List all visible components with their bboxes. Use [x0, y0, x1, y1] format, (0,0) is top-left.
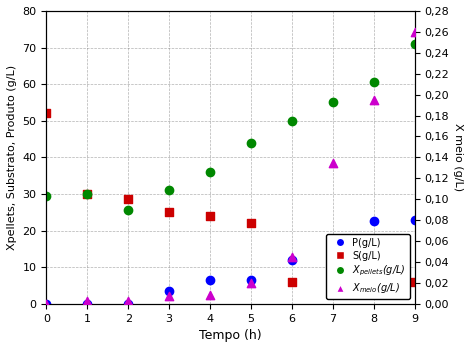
Legend: P(g/L), S(g/L), $X_{pellets}$(g/L), $X_{meio}$(g/L): P(g/L), S(g/L), $X_{pellets}$(g/L), $X_{… [326, 234, 410, 299]
Point [125, 208, 132, 213]
Point [165, 209, 173, 215]
Point [206, 292, 214, 298]
Point [84, 301, 91, 306]
Point [125, 197, 132, 202]
Point [84, 298, 91, 303]
Point [370, 97, 377, 103]
Point [125, 301, 132, 306]
Point [288, 118, 296, 124]
Point [206, 169, 214, 175]
Point [84, 191, 91, 197]
Point [329, 100, 337, 105]
Point [247, 277, 255, 283]
Point [247, 221, 255, 226]
Point [43, 193, 50, 199]
Point [247, 140, 255, 146]
Point [206, 213, 214, 219]
Y-axis label: X meio (g/L): X meio (g/L) [453, 123, 463, 191]
Point [370, 218, 377, 224]
Point [288, 279, 296, 284]
Point [411, 217, 418, 222]
Point [411, 279, 418, 284]
Point [84, 191, 91, 197]
Point [43, 301, 50, 306]
Point [43, 111, 50, 116]
Point [125, 298, 132, 303]
Point [165, 187, 173, 193]
Point [288, 254, 296, 260]
X-axis label: Tempo (h): Tempo (h) [199, 329, 262, 342]
Point [206, 277, 214, 283]
Point [165, 288, 173, 294]
Point [43, 301, 50, 306]
Point [288, 257, 296, 263]
Point [329, 237, 337, 243]
Point [370, 279, 377, 284]
Point [329, 160, 337, 165]
Point [247, 280, 255, 285]
Point [411, 41, 418, 47]
Y-axis label: Xpellets, Substrato, Produto (g/L): Xpellets, Substrato, Produto (g/L) [7, 65, 17, 250]
Point [329, 279, 337, 284]
Point [370, 80, 377, 85]
Point [165, 294, 173, 299]
Point [411, 29, 418, 35]
